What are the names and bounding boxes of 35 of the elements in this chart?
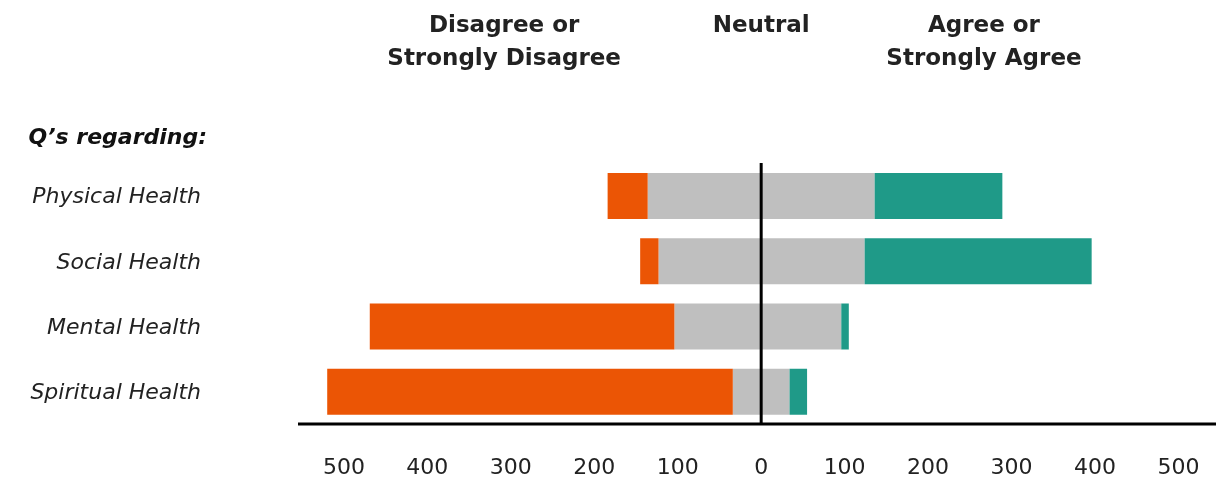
x-tick-label: 500 [322,453,365,479]
bar [640,238,659,285]
bar [647,173,762,219]
x-tick-label: 400 [1073,453,1116,479]
bar [841,303,849,350]
bar [607,173,648,219]
y-tick-label: Physical Health [32,183,201,209]
text: Disagree or Strongly Disagree [386,10,622,72]
x-tick-label: 500 [1157,453,1200,479]
text: Agree or Strongly Agree [885,10,1083,72]
x-tick-label: 200 [573,453,616,479]
text: Neutral [711,10,811,39]
x-tick-label: 0 [754,453,769,479]
x-tick-label: 100 [656,453,699,479]
x-tick-label: 300 [489,453,532,479]
bar [761,238,865,285]
bar [864,238,1092,285]
y-tick-label: Mental Health [47,313,201,339]
x-tick-label: 300 [990,453,1033,479]
y-axis-title: Q’s regarding: [27,124,207,149]
y-tick-label: Social Health [56,248,201,274]
bar [789,368,808,415]
bar [761,303,842,350]
bar [327,368,733,415]
bar [369,303,675,350]
bar [674,303,762,350]
y-tick-label: Spiritual Health [30,379,201,405]
x-tick-label: 200 [907,453,950,479]
x-tick-label: 100 [823,453,866,479]
x-tick-label: 400 [406,453,449,479]
bar [732,368,762,415]
bar [874,173,1003,219]
bar [658,238,762,285]
bar [761,173,875,219]
bar [761,368,790,415]
